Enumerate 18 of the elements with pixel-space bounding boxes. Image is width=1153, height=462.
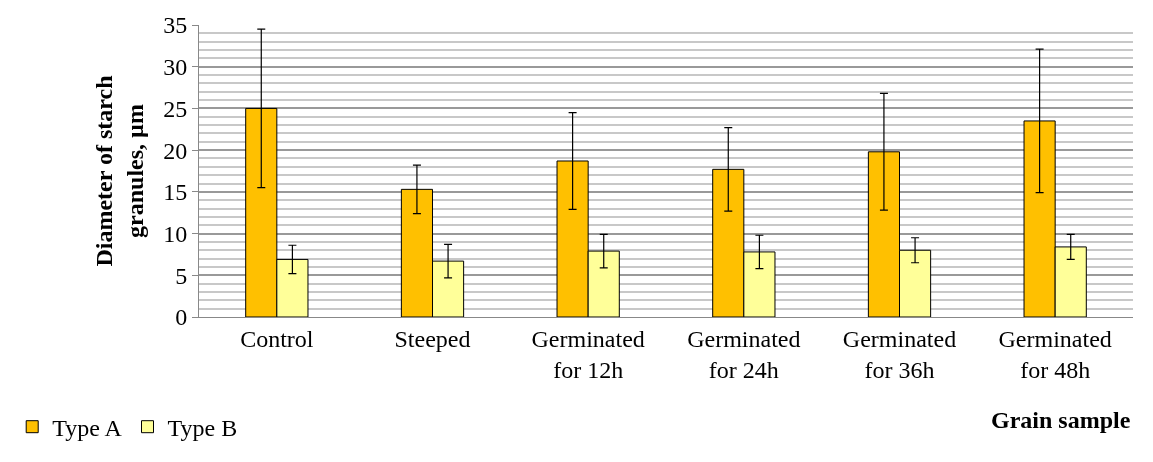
x-tick-label: Control	[240, 325, 314, 352]
x-axis-title: Grain sample	[991, 407, 1131, 433]
y-tick-label: 15	[163, 179, 188, 206]
y-tick-label: 25	[163, 95, 188, 122]
y-axis-title: Diameter of starch granules, µm	[91, 75, 149, 267]
legend-label: Type A	[52, 415, 123, 442]
y-tick-label: 0	[175, 304, 188, 331]
x-tick-label: Germinated for 48h	[998, 325, 1112, 383]
x-tick-label: Germinated for 36h	[842, 325, 957, 383]
y-tick-label: 20	[163, 137, 188, 164]
x-tick-label: Germinated for 24h	[687, 325, 801, 383]
x-tick-label: Germinated for 12h	[531, 325, 645, 383]
legend-label: Type B	[167, 415, 238, 442]
y-tick-label: 5	[175, 262, 188, 289]
y-tick-label: 30	[163, 54, 188, 81]
y-tick-label: 35	[163, 12, 188, 39]
x-tick-label: Steeped	[394, 325, 471, 352]
y-tick-label: 10	[163, 220, 188, 247]
